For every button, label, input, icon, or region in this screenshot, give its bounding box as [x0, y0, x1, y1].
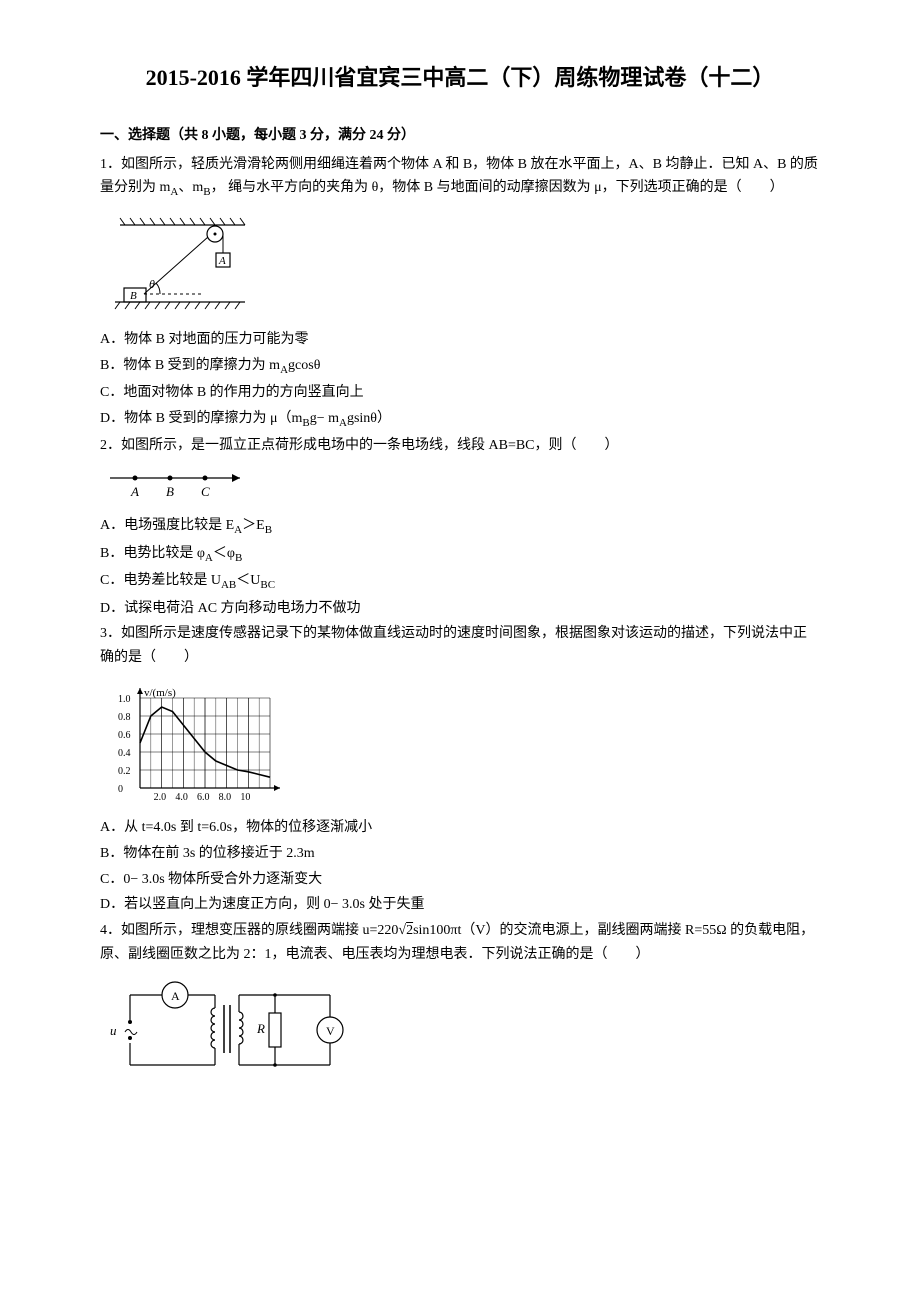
q4-figure: A u	[100, 975, 820, 1085]
sub-A: A	[234, 524, 242, 536]
svg-text:v/(m/s): v/(m/s)	[144, 687, 176, 699]
q1-text-3: ， 绳与水平方向的夹角为 θ，物体 B 与地面间的动摩擦因数为 μ，下列选项正确…	[211, 180, 784, 195]
q1-optb-pre: B．物体 B 受到的摩擦力为 m	[100, 358, 280, 373]
q1-optd-post: gsinθ）	[347, 411, 391, 426]
svg-text:8.0: 8.0	[219, 792, 232, 803]
resistor-label: R	[256, 1021, 265, 1036]
q1-optd-pre: D．物体 B 受到的摩擦力为 μ（m	[100, 411, 302, 426]
q2-opta-pre: A．电场强度比较是 E	[100, 518, 234, 533]
svg-text:0.8: 0.8	[118, 712, 131, 723]
q2-optb-pre: B．电势比较是 φ	[100, 546, 205, 561]
q1-option-b: B．物体 B 受到的摩擦力为 mAgcosθ	[100, 354, 820, 379]
svg-text:1.0: 1.0	[118, 694, 131, 705]
question-2-text: 2．如图所示，是一孤立正点荷形成电场中的一条电场线，线段 AB=BC，则（ ）	[100, 434, 820, 458]
svg-text:A: A	[218, 255, 226, 267]
svg-text:θ: θ	[149, 277, 155, 291]
question-1-text: 1．如图所示，轻质光滑滑轮两侧用细绳连着两个物体 A 和 B，物体 B 放在水平…	[100, 153, 820, 202]
svg-text:0.2: 0.2	[118, 766, 131, 777]
question-3-text: 3．如图所示是速度传感器记录下的某物体做直线运动时的速度时间图象，根据图象对该运…	[100, 622, 820, 670]
q4-text-pre: 4．如图所示，理想变压器的原线圈两端接 u=220√	[100, 923, 406, 938]
svg-text:6.0: 6.0	[197, 792, 210, 803]
question-4-text: 4．如图所示，理想变压器的原线圈两端接 u=220√2sin100πt（V）的交…	[100, 919, 820, 967]
q2-label-b: B	[166, 484, 174, 499]
q3-option-b: B．物体在前 3s 的位移接近于 2.3m	[100, 842, 820, 866]
sub-A: A	[339, 417, 347, 429]
q1-option-d: D．物体 B 受到的摩擦力为 μ（mBg− mAgsinθ）	[100, 407, 820, 432]
svg-text:B: B	[130, 290, 137, 302]
sub-A: A	[205, 552, 213, 564]
section-1-header: 一、选择题（共 8 小题，每小题 3 分，满分 24 分）	[100, 125, 820, 147]
q2-option-b: B．电势比较是 φA＜φB	[100, 542, 820, 567]
sub-AB: AB	[221, 579, 236, 591]
ammeter-label: A	[171, 989, 180, 1003]
q2-option-a: A．电场强度比较是 EA＞EB	[100, 514, 820, 539]
q2-option-d: D．试探电荷沿 AC 方向移动电场力不做功	[100, 597, 820, 621]
q3-option-d: D．若以竖直向上为速度正方向，则 0− 3.0s 处于失重	[100, 893, 820, 917]
q1-option-a: A．物体 B 对地面的压力可能为零	[100, 328, 820, 352]
sub-B: B	[302, 417, 309, 429]
svg-text:0: 0	[118, 784, 123, 795]
sub-B: B	[265, 524, 272, 536]
q2-label-c: C	[201, 484, 210, 499]
q1-optd-mid: g− m	[310, 411, 339, 426]
q1-figure: A B θ	[100, 210, 820, 320]
q1-text-2: 、m	[178, 180, 203, 195]
svg-text:0.6: 0.6	[118, 730, 131, 741]
q3-chart: 0 0.2 0.4 0.6 0.8 1.0 2.0 4.0 6.0 8.0 10 v/(m/s)	[100, 678, 820, 808]
sub-B: B	[203, 186, 210, 198]
q1-option-c: C．地面对物体 B 的作用力的方向竖直向上	[100, 381, 820, 405]
q2-label-a: A	[130, 484, 139, 499]
page-title: 2015-2016 学年四川省宜宾三中高二（下）周练物理试卷（十二）	[100, 60, 820, 95]
sub-BC: BC	[260, 579, 275, 591]
sub-A: A	[280, 363, 288, 375]
source-label: u	[110, 1023, 117, 1038]
svg-text:2.0: 2.0	[154, 792, 167, 803]
q2-option-c: C．电势差比较是 UAB＜UBC	[100, 569, 820, 594]
q3-option-a: A．从 t=4.0s 到 t=6.0s，物体的位移逐渐减小	[100, 816, 820, 840]
q2-optc-pre: C．电势差比较是 U	[100, 573, 221, 588]
svg-text:0.4: 0.4	[118, 748, 131, 759]
q2-optc-mid: ＜U	[236, 573, 260, 588]
q2-opta-mid: ＞E	[242, 518, 265, 533]
q2-figure: A B C	[100, 466, 820, 506]
q3-option-c: C．0− 3.0s 物体所受合外力逐渐变大	[100, 868, 820, 892]
svg-text:4.0: 4.0	[175, 792, 188, 803]
q2-optb-mid: ＜φ	[213, 546, 235, 561]
voltmeter-label: V	[326, 1024, 335, 1038]
svg-text:10: 10	[240, 792, 250, 803]
q1-optb-post: gcosθ	[288, 358, 320, 373]
sub-B: B	[235, 552, 242, 564]
